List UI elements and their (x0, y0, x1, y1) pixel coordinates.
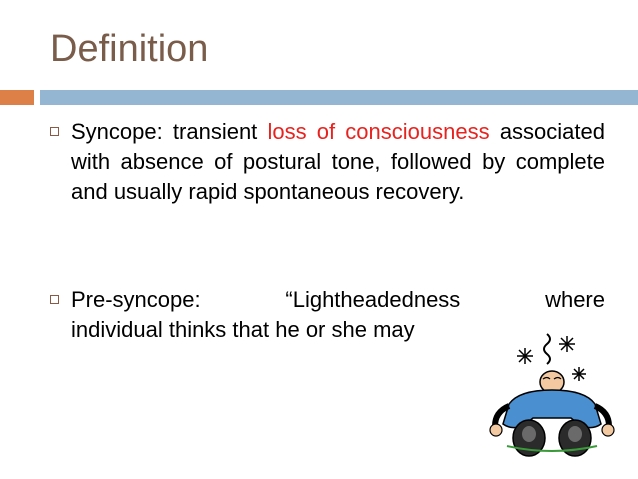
fainted-person-clipart-icon (489, 333, 615, 457)
bullet-syncope: Syncope: transient loss of consciousness… (71, 117, 605, 207)
bullet-syncope-rest: associated with absence of postural tone… (71, 119, 605, 204)
accent-bar-blue (40, 90, 638, 105)
bullet-square-icon (50, 295, 59, 304)
bullet-square-icon (50, 127, 59, 136)
bullet-syncope-term: Syncope: transient (71, 119, 258, 144)
bullet-presyncope: Pre-syncope: “Lightheadedness where indi… (71, 285, 605, 345)
page-title: Definition (50, 28, 209, 70)
bullet-presyncope-line2: individual thinks that he or she may (71, 317, 415, 342)
bullet-presyncope-line1: Pre-syncope: “Lightheadedness where (71, 287, 605, 312)
accent-bar-orange (0, 90, 34, 105)
bullet-syncope-highlight: loss of consciousness (267, 119, 490, 144)
